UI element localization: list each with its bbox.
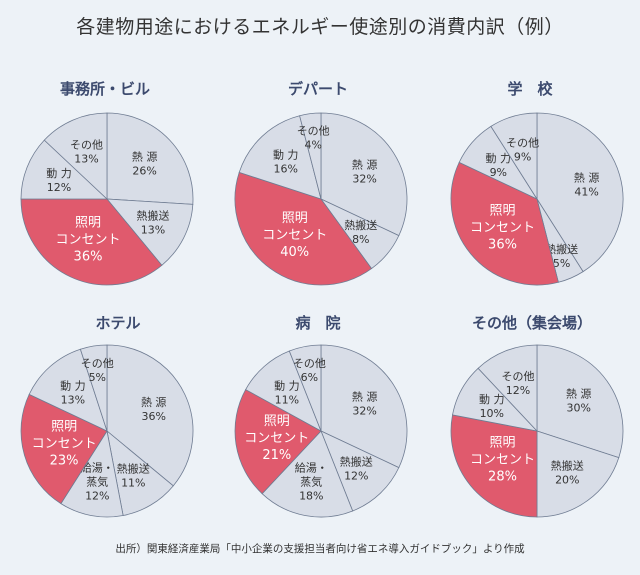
slice-label: 動 力 16% [273, 147, 299, 175]
chart-title: 学 校 [507, 80, 553, 98]
pie-slice [490, 112, 538, 201]
pie-slice [28, 348, 108, 432]
pie-slice [20, 139, 109, 200]
slice-label: 給湯・蒸気 18% [295, 461, 328, 503]
pie-slice [43, 112, 108, 200]
slice-label: 熱搬送 12% [340, 455, 373, 483]
pie-slice [536, 344, 624, 459]
pie-slice [261, 430, 354, 518]
slice-label: 熱 源 41% [574, 171, 600, 199]
pie-slice [79, 344, 108, 432]
slice-label: 動 力 9% [486, 151, 512, 179]
slice-label: 熱搬送 20% [551, 459, 584, 487]
slice-label-highlight: 照明コンセント 28% [470, 436, 535, 485]
slice-label-highlight: 照明コンセント 21% [244, 414, 309, 463]
chart-title: 事務所・ビル [60, 80, 150, 98]
pie-chart: 病 院熱 源 32% 熱搬送 12% 給湯・蒸気 18%照明コンセント 21% 動 力 11%そ… [234, 314, 408, 518]
slice-label: 給湯・蒸気 12% [81, 461, 114, 503]
slice-label: 熱 源 30% [566, 387, 592, 415]
slice-label: 動 力 12% [46, 166, 72, 194]
slice-label: 熱搬送 11% [117, 461, 150, 489]
source-note: 出所）関東経済産業局「中小企業の支援担当者向け省エネ導入ガイドブック」より作成 [115, 543, 525, 555]
pie-chart: 事務所・ビル熱 源 26% 熱搬送 13% 照明コンセント 36% 動 力 12%その他 13% [20, 80, 194, 286]
pie-chart: 学 校熱 源 41% 熱搬送 5% 照明コンセント 36% 動 力 9%その他 9% [450, 80, 624, 286]
pie-slice-highlight [20, 198, 163, 286]
slice-label: 動 力 11% [274, 378, 300, 406]
pie-slice [299, 112, 322, 200]
slice-label-highlight: 照明コンセント 36% [55, 216, 120, 265]
pie-chart: その他（集会場） 熱 源 30% 熱搬送 20% 照明コンセント 28% 動 力 10%その他 1… [450, 314, 624, 518]
slice-label: 熱搬送 8% [344, 218, 377, 246]
slice-label: 熱 源 32% [352, 157, 378, 185]
chart-title: デパート [288, 80, 348, 98]
pie-slice [320, 430, 400, 512]
slice-label-highlight: 照明コンセント 23% [32, 420, 97, 469]
pie-slice [536, 112, 624, 273]
pie-slice [320, 112, 408, 237]
pie-slice [106, 112, 194, 205]
slice-label: 動 力 10% [479, 392, 505, 420]
pie-slice [288, 344, 322, 432]
slice-label-highlight: 照明コンセント 40% [262, 211, 327, 260]
pie-slice-highlight [234, 389, 322, 495]
slice-label: その他 6% [293, 357, 326, 384]
page-title: 各建物用途におけるエネルギー使途別の消費内訳（例） [76, 16, 564, 38]
slice-label: 熱 源 26% [132, 150, 158, 178]
slice-label: その他 9% [506, 136, 539, 163]
slice-label: その他 12% [502, 370, 535, 397]
pie-slice [106, 198, 194, 266]
slice-label: 熱 源 36% [141, 395, 167, 423]
slice-label: その他 4% [297, 125, 330, 152]
pie-slice [60, 429, 124, 518]
slice-label: 熱搬送 13% [137, 208, 170, 236]
pie-slice [477, 344, 538, 433]
pie-slice-highlight [450, 414, 538, 518]
pie-slice [106, 344, 194, 487]
slice-label: 熱搬送 5% [545, 242, 578, 270]
chart-title: ホテル [95, 314, 140, 332]
chart-title: 病 院 [295, 314, 340, 332]
slice-label: 動 力 13% [60, 378, 86, 406]
slice-label-highlight: 照明コンセント 36% [470, 204, 535, 253]
pie-slice [238, 115, 322, 200]
pie-slice-highlight [450, 161, 559, 286]
pie-slice [320, 344, 408, 469]
chart-title: その他（集会場） [472, 314, 592, 332]
slice-label: その他 13% [70, 139, 103, 166]
pie-slice-highlight [20, 393, 108, 505]
pie-slice-highlight [234, 171, 373, 286]
slice-label: 熱 源 32% [352, 389, 378, 417]
pie-slice [536, 430, 620, 518]
slice-label: その他 5% [81, 357, 114, 384]
